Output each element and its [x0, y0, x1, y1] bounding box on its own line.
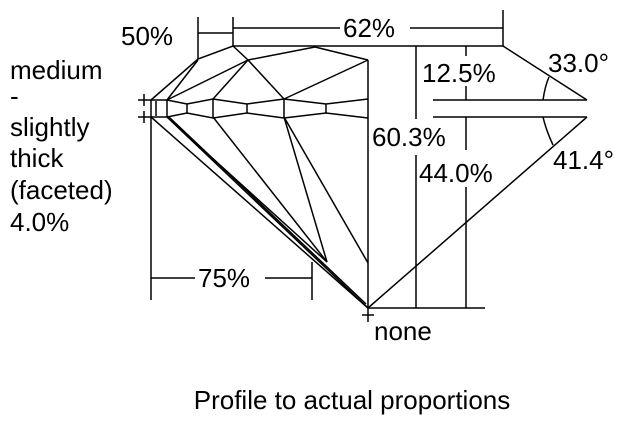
girdle-label-line: thick — [10, 143, 64, 173]
pavilion-depth-label: 44.0% — [419, 158, 493, 188]
girdle-label-line: 4.0% — [10, 207, 69, 237]
girdle-label-line: medium — [10, 55, 102, 85]
lower-half-label: 75% — [198, 263, 250, 293]
pavilion-angle-label: 41.4° — [553, 145, 614, 175]
girdle-label-line: slightly — [10, 112, 89, 142]
dimension-lines — [150, 10, 587, 309]
girdle — [138, 94, 369, 123]
table-label: 62% — [343, 13, 395, 43]
caption: Profile to actual proportions — [194, 385, 511, 415]
girdle-label: medium - slightly thick (faceted) 4.0% — [10, 55, 113, 237]
pavilion-outline — [150, 116, 588, 322]
girdle-label-line: (faceted) — [10, 175, 113, 205]
crown-height-label: 12.5% — [422, 58, 496, 88]
star-length-label: 50% — [121, 21, 173, 51]
culet-label: none — [374, 316, 432, 346]
total-depth-label: 60.3% — [372, 122, 446, 152]
crown-angle-label: 33.0° — [548, 48, 609, 78]
girdle-label-line: - — [10, 81, 19, 111]
